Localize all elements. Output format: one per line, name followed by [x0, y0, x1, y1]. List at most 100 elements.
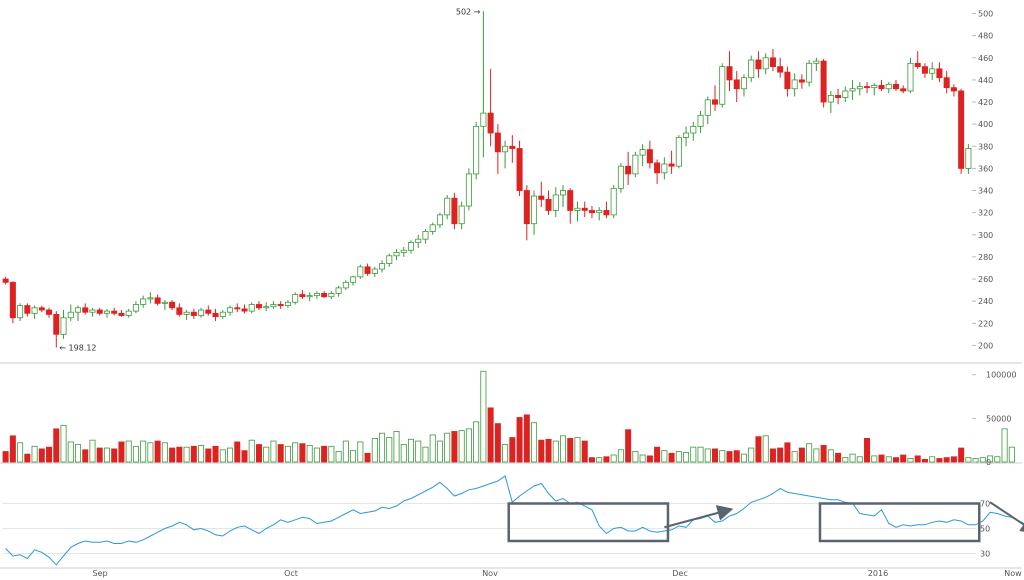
volume-bar [813, 448, 820, 463]
volume-bar [350, 450, 357, 463]
candle-down [538, 181, 545, 208]
highlight-box [507, 502, 670, 543]
candle-up [552, 187, 559, 218]
candle-up [335, 285, 342, 297]
volume-bar [1008, 446, 1015, 463]
volume-bar [502, 444, 509, 463]
candle-up [675, 135, 682, 169]
candle-up [748, 55, 755, 83]
candle-up [791, 73, 798, 97]
candle-up [965, 144, 972, 174]
candle-down [769, 48, 776, 72]
volume-bar [321, 445, 328, 463]
candle-up [806, 59, 813, 87]
volume-bar [538, 439, 545, 463]
volume-bar [777, 447, 784, 463]
volume-bar [748, 447, 755, 463]
candle-body [407, 242, 414, 251]
price-tick-label: 240 [978, 297, 993, 306]
volume-bar [921, 458, 928, 463]
volume-bar [712, 448, 719, 463]
volume-bar [473, 421, 480, 463]
candle-up [328, 291, 335, 299]
volume-bar [147, 442, 154, 463]
price-tick-label: 260 [978, 275, 993, 284]
candle-down [798, 74, 805, 89]
candle-body [241, 308, 248, 312]
price-tick-label: 500 [978, 10, 993, 19]
price-tick-label: 220 [978, 319, 993, 328]
candle-body [719, 66, 726, 105]
candle-up [856, 82, 863, 96]
price-tick-label: 380 [978, 142, 993, 151]
candle-body [950, 87, 957, 92]
volume-bar [842, 457, 849, 463]
x-axis-label: Sep [92, 569, 107, 578]
candle-body [632, 154, 639, 175]
candle-up [89, 307, 96, 317]
candle-body [509, 145, 516, 149]
candle-body [683, 132, 690, 138]
volume-bar [719, 450, 726, 463]
candle-body [444, 197, 451, 216]
volume-bar [755, 436, 762, 463]
volume-bar [697, 446, 704, 463]
candle-body [625, 165, 632, 175]
volume-bar [610, 454, 617, 463]
candle-body [183, 311, 190, 315]
candle-body [791, 79, 798, 90]
candle-body [161, 301, 168, 304]
candle-body [596, 210, 603, 214]
candle-down [726, 51, 733, 91]
candle-up [161, 300, 168, 311]
candle-body [878, 85, 885, 90]
candle-body [306, 295, 313, 298]
candle-up [842, 86, 849, 103]
candle-body [328, 293, 335, 298]
candle-down [487, 68, 494, 147]
candle-body [610, 187, 617, 216]
candle-body [436, 214, 443, 226]
candle-up [465, 168, 472, 211]
candle-body [147, 297, 154, 300]
volume-bar [198, 445, 205, 463]
candle-up [386, 253, 393, 267]
volume-bar [654, 446, 661, 463]
candle-body [639, 149, 646, 156]
candle-up [284, 300, 291, 308]
candle-up [183, 310, 190, 320]
price-tick-label: 320 [978, 209, 993, 218]
candle-down [255, 301, 262, 311]
volume-bar [560, 435, 567, 463]
volume-bar [190, 445, 197, 463]
volume-bar [943, 457, 950, 463]
volume-tick-label: 100000 [986, 371, 1017, 380]
candle-body [798, 79, 805, 83]
volume-bar [465, 428, 472, 463]
candle-up [596, 207, 603, 221]
candle-body [198, 309, 205, 316]
candle-down [321, 291, 328, 298]
candle-up [639, 144, 646, 167]
candle-down [46, 307, 53, 318]
candle-body [617, 165, 624, 189]
candle-body [560, 190, 567, 196]
candle-body [60, 317, 67, 335]
candle-body [67, 311, 74, 319]
volume-bar [929, 456, 936, 463]
volume-bar [415, 440, 422, 463]
candle-body [53, 314, 60, 335]
candle-body [494, 132, 501, 153]
candle-body [458, 205, 465, 225]
volume-bar [118, 441, 125, 463]
now-label: Now [1004, 569, 1022, 578]
volume-bar [429, 434, 436, 463]
candle-body [342, 281, 349, 289]
candle-down [950, 84, 957, 97]
candle-down [588, 206, 595, 219]
volume-bar [169, 447, 176, 463]
volume-bar [458, 430, 465, 463]
volume-bar [263, 446, 270, 463]
candle-up [473, 121, 480, 180]
